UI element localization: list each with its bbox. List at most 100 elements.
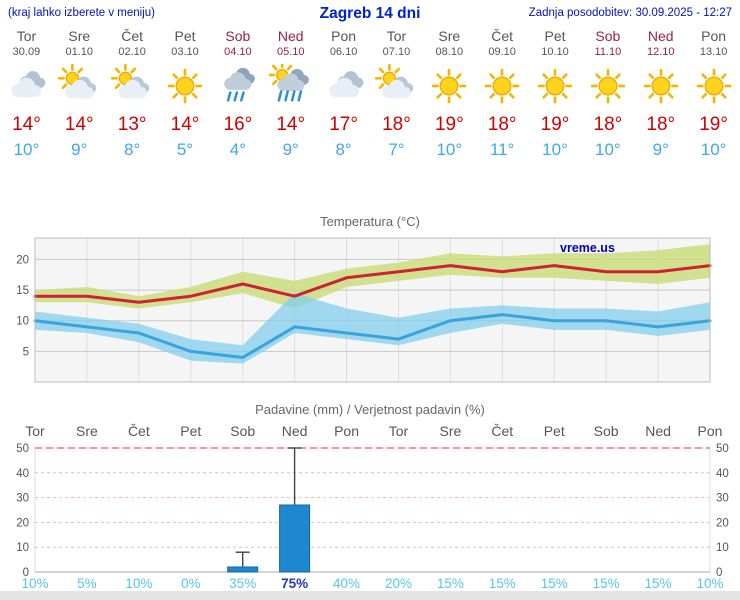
precip-probability-value: 75%: [281, 576, 309, 591]
day-date: 10.10: [541, 46, 569, 58]
precip-day-label: Pet: [180, 423, 202, 439]
weather-icon-sunny: [581, 62, 634, 110]
min-temperature-value: 11°: [489, 140, 515, 159]
cloud-icon: [11, 77, 42, 98]
day-name: Pet: [174, 28, 196, 44]
weather-icon-sunny: [634, 62, 687, 110]
max-temperature-value: 18°: [382, 114, 411, 135]
max-temperature-value: 19°: [699, 114, 728, 135]
temperature-chart: 5 10 15 20 vreme.us: [16, 237, 712, 383]
min-temperature-value: 10°: [13, 140, 40, 159]
max-temperature-value: 14°: [276, 114, 306, 135]
max-temperature-value: 18°: [487, 114, 517, 135]
day-column: Tor 07.10 18° 7°: [370, 28, 423, 162]
precip-probability-value: 35%: [229, 576, 257, 591]
weather-icon-rain: [211, 62, 264, 110]
precip-day-label: Čet: [491, 423, 514, 439]
sun-icon: [704, 76, 724, 96]
weather-icon-partly-cloudy: [370, 62, 423, 110]
precip-day-label: Sob: [230, 423, 256, 439]
precip-day-label: Tor: [388, 423, 409, 439]
day-name: Pon: [331, 28, 357, 44]
y-tick-label-right: 30: [716, 493, 729, 505]
day-name: Pon: [701, 28, 727, 44]
max-temperature-line: [33, 264, 712, 304]
precip-probability-value: 15%: [592, 576, 620, 591]
precip-bar: [279, 504, 311, 573]
day-column: Čet 09.10 18° 11°: [476, 28, 529, 162]
precipitation-chart: 0 0 10 10 20 20 30 30 40 40 50 50: [16, 443, 729, 576]
max-temperature-value: 17°: [329, 114, 358, 135]
day-column: Pet 03.10 14° 5°: [159, 28, 212, 162]
cloud-icon: [65, 79, 94, 99]
day-column: Pet 10.10 19° 10°: [529, 28, 582, 162]
max-temperature-value: 18°: [646, 114, 676, 135]
min-temperature-value: 8°: [335, 140, 352, 159]
precip-probability-value: 15%: [644, 576, 672, 591]
y-tick-label-left: 50: [16, 443, 29, 455]
weather-icon-partly-cloudy: [106, 62, 159, 110]
y-tick-label-right: 20: [716, 517, 729, 529]
day-name: Ned: [277, 28, 304, 44]
day-name: Čet: [121, 28, 144, 44]
sun-icon: [439, 76, 459, 96]
day-column: Sre 08.10 19° 10°: [423, 28, 476, 162]
min-range-band: [35, 293, 710, 364]
temperature-chart-title: Temperatura (°C): [320, 214, 420, 229]
y-tick-label-left: 0: [23, 567, 29, 576]
precip-day-label: Ned: [645, 423, 671, 439]
precipitation-day-axis: Tor Sre Čet Pet Sob Ned Pon Tor Sre Čet Pet Sob Ned P…: [0, 418, 740, 442]
max-temperature-value: 14°: [64, 114, 94, 135]
precip-probability-value: 20%: [384, 576, 412, 591]
day-date: 04.10: [224, 46, 252, 58]
precip-bar: [227, 566, 259, 573]
day-name: Sre: [68, 28, 91, 44]
max-temperature-value: 13°: [117, 114, 147, 135]
day-date: 09.10: [488, 46, 516, 58]
weather-icon-sunny: [476, 62, 529, 110]
weather-icon-partly-cloudy: [53, 62, 106, 110]
day-name: Tor: [386, 28, 407, 44]
day-date: 13.10: [699, 46, 728, 58]
weather-icon-cloudy: [317, 62, 370, 110]
min-temperature-line: [33, 313, 712, 359]
day-name: Sob: [595, 28, 621, 44]
max-temperature-value: 19°: [540, 114, 570, 135]
precip-probability-value: 15%: [488, 576, 516, 591]
weather-icon-sunny: [423, 62, 476, 110]
precipitation-section: Padavine (mm) / Verjetnost padavin (%) T…: [0, 402, 740, 592]
raindrop-icon: [233, 91, 239, 102]
y-tick-label-right: 0: [716, 567, 722, 576]
day-column: Ned 05.10 14° 9°: [264, 28, 317, 162]
min-temperature-value: 5°: [176, 140, 194, 159]
precip-day-label: Ned: [281, 423, 308, 439]
precip-probability-value: 0%: [181, 576, 201, 591]
raindrop-icon: [226, 91, 232, 102]
weather-icon-sunny: [529, 62, 582, 110]
day-column: Sob 11.10 18° 10°: [581, 28, 634, 162]
min-temperature-value: 8°: [124, 140, 141, 159]
day-column: Pon 13.10 19° 10°: [687, 28, 740, 162]
day-date: 06.10: [329, 46, 358, 58]
watermark-link[interactable]: vreme.us: [560, 241, 615, 255]
y-tick-label: 5: [23, 346, 29, 358]
min-temperature-value: 9°: [71, 140, 88, 159]
day-column: Ned 12.10 18° 9°: [634, 28, 687, 162]
precip-day-label: Pon: [697, 423, 723, 439]
raindrop-icon: [283, 90, 289, 102]
day-date: 02.10: [118, 46, 146, 58]
weather-icon-rain-sun: [264, 62, 317, 110]
weather-icon-sunny: [687, 62, 740, 110]
day-name: Sob: [225, 28, 251, 44]
day-column: Pon 06.10 17° 8°: [317, 28, 370, 162]
precip-day-label: Sob: [593, 423, 619, 439]
precip-day-label: Čet: [127, 423, 150, 439]
day-name: Pet: [544, 28, 566, 44]
max-temperature-value: 14°: [12, 114, 41, 135]
min-temperature-value: 9°: [282, 140, 299, 159]
precipitation-probability-row: 10% 5% 10% 0% 35% 75% 40% 20% 15% 15% 15% 15% 15% 10%: [0, 576, 740, 592]
sun-icon: [492, 76, 512, 96]
y-tick-label-left: 40: [16, 468, 29, 480]
day-name: Sre: [438, 28, 461, 44]
max-temperature-value: 16°: [223, 114, 253, 135]
